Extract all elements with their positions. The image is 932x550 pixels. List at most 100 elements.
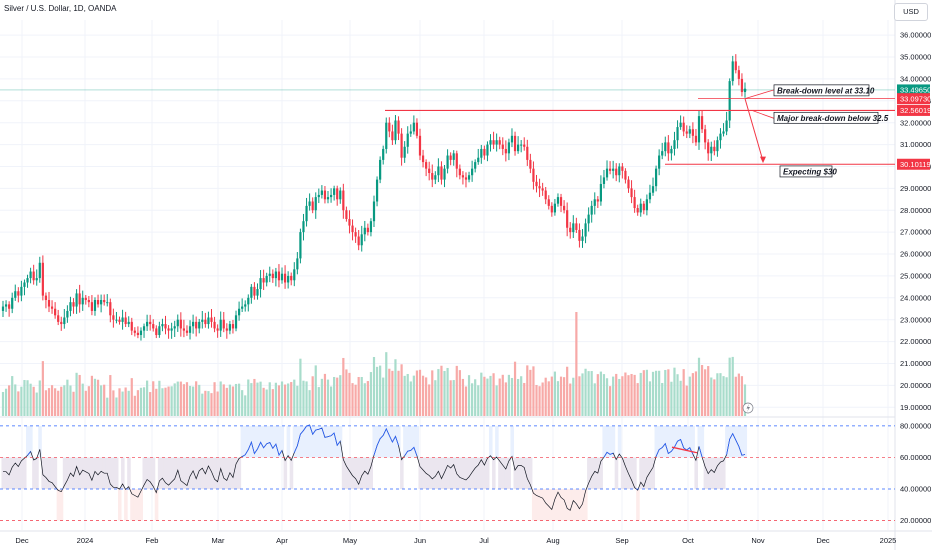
volume-bar [409,381,412,416]
candle-body [621,166,624,171]
volume-bar [231,386,235,416]
volume-bar [253,378,256,416]
rsi-band [75,457,79,489]
candle-body [81,297,84,305]
rsi-band [565,488,570,521]
volume-bar [60,386,63,416]
volume-bar [575,312,578,416]
rsi-band [320,425,324,458]
volume-bar [106,397,109,416]
volume-bar [237,383,241,416]
candle-body [415,122,419,136]
rsi-band [246,425,251,458]
candle-body [517,144,520,152]
rsi-band [154,488,159,521]
candle-body [547,199,550,206]
rsi-band [231,457,235,489]
candle-body [437,166,440,176]
candle-body [400,133,403,158]
rsi-band [492,457,496,489]
price-tick-label: 36.00000 [900,31,931,40]
rsi-band [71,457,76,489]
rsi-band [151,457,156,489]
candle-body [41,262,44,296]
candle-body [471,168,474,176]
time-tick-label: May [343,536,357,545]
rsi-band [160,457,165,489]
candle-body [452,153,455,160]
candle-body [336,188,339,200]
volume-bar [406,373,409,416]
candle-body [642,203,645,211]
rsi-band [504,457,508,489]
candle-body [26,278,29,283]
candle-body [679,122,682,128]
volume-bar [149,392,152,416]
candle-body [191,321,195,327]
candle-body [283,273,287,283]
candle-body [624,170,627,180]
price-tick-label: 25.00000 [900,272,931,281]
rsi-band [259,425,263,458]
rsi-band [111,457,116,489]
candle-body [244,304,247,307]
lightning-icon-glyph [746,404,750,412]
rsi-band [479,457,484,489]
volume-bar [504,382,507,416]
volume-bar [152,381,155,416]
candle-body [179,319,182,329]
volume-bar [513,361,517,416]
rsi-band [216,457,220,489]
volume-bars [1,312,747,416]
volume-bar [222,384,225,416]
rsi-band [277,425,281,458]
rsi-tick-label: 40.00000 [900,485,931,494]
rsi-band [519,457,524,489]
rsi-band [663,425,668,458]
candle-body [32,271,35,281]
candle-body [501,144,504,149]
rsi-band [734,425,738,458]
candle-body [722,131,725,134]
rsi-band [482,457,487,489]
price-label-box [897,93,930,105]
rsi-band [473,457,478,489]
currency-button[interactable]: USD [894,3,928,21]
candle-body [636,208,639,213]
volume-bar [725,377,728,416]
rsi-band [722,457,726,489]
rsi-band [666,425,671,458]
candle-body [584,223,587,237]
candle-body [20,286,23,296]
rsi-band [19,457,24,489]
volume-bar [357,377,360,416]
volume-bar [587,371,590,416]
candle-body [566,210,569,228]
volume-bar [382,377,385,416]
rsi-band [84,457,88,489]
volume-bar [704,369,707,416]
candle-body [707,142,710,154]
candle-body [35,278,38,281]
volume-bar [277,385,281,416]
volume-bar [486,378,489,416]
volume-bar [737,373,740,416]
candle-body [740,78,744,93]
rsi-band [547,488,551,521]
candle-body [311,201,314,211]
candle-body [455,153,458,169]
candle-body [299,232,302,259]
volume-bar [345,369,348,416]
candle-body [449,155,452,160]
volume-bar [676,374,679,416]
volume-bar [388,368,391,416]
rsi-band [35,457,39,489]
rsi-band [344,457,349,489]
volume-bar [366,381,369,416]
rsi-band [90,457,94,489]
volume-bar [4,388,8,416]
volume-bar [265,389,268,416]
rsi-band [617,425,622,458]
candle-body [725,120,728,132]
